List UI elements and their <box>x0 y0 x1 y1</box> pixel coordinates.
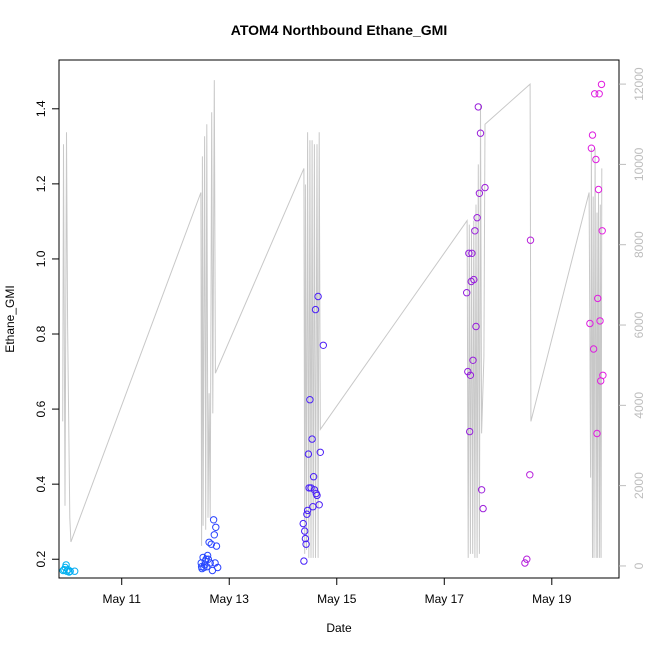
data-point <box>205 538 213 546</box>
y-tick-label: 0.8 <box>34 325 48 342</box>
data-point <box>523 555 531 563</box>
data-point <box>476 129 485 137</box>
x-tick-label: May 13 <box>210 592 250 606</box>
data-point <box>65 568 73 576</box>
data-point <box>594 185 603 194</box>
data-point <box>319 341 327 349</box>
data-point <box>303 506 312 515</box>
y-tick-label: 1.4 <box>34 100 48 117</box>
data-point <box>589 345 598 353</box>
data-point <box>597 80 606 89</box>
data-point <box>209 516 218 524</box>
data-point <box>210 531 219 539</box>
data-point <box>477 486 486 494</box>
data-point <box>66 567 74 575</box>
data-point <box>471 227 479 235</box>
data-point <box>299 519 307 528</box>
data-point <box>521 559 529 567</box>
data-point <box>468 249 476 258</box>
data-point <box>212 542 221 550</box>
x-tick-label: May 15 <box>317 592 357 606</box>
data-point <box>303 510 311 518</box>
data-point <box>302 540 310 548</box>
y-tick-label: 1.2 <box>34 175 48 192</box>
data-point <box>204 555 213 563</box>
data-point <box>463 289 471 297</box>
data-point <box>212 523 220 531</box>
y2-tick-label: 4000 <box>632 392 646 419</box>
points-layer <box>59 80 607 576</box>
y2-tick-label: 0 <box>632 562 646 569</box>
data-point <box>311 305 320 314</box>
data-point <box>214 563 222 572</box>
data-point <box>593 429 601 438</box>
data-point <box>309 473 318 481</box>
data-point <box>466 427 474 436</box>
y2-tick-label: 12000 <box>632 67 646 101</box>
data-point <box>203 551 212 560</box>
x-tick-label: May 11 <box>102 592 141 606</box>
data-point <box>599 371 607 379</box>
data-point <box>592 155 600 164</box>
data-point <box>300 557 308 565</box>
y2-tick-label: 10000 <box>632 147 646 181</box>
y2-tick-label: 6000 <box>632 311 646 338</box>
y-axis-left: 0.2 0.4 0.6 0.8 1.0 1.2 1.4 <box>34 100 59 568</box>
data-point <box>71 567 79 575</box>
data-point <box>591 90 599 98</box>
data-point <box>207 540 216 548</box>
data-point <box>470 275 478 284</box>
altitude-line <box>62 80 603 558</box>
data-point <box>198 564 206 573</box>
x-tick-label: May 19 <box>532 592 572 606</box>
y-tick-label: 0.4 <box>34 476 48 493</box>
data-point <box>464 367 472 376</box>
data-point <box>305 484 313 492</box>
x-axis: May 11 May 13 May 15 May 17 May 19 <box>102 578 572 606</box>
y-tick-label: 0.2 <box>34 551 48 568</box>
data-point <box>465 249 473 258</box>
data-point <box>301 534 310 543</box>
data-point <box>304 450 313 458</box>
data-point <box>479 504 487 513</box>
data-point <box>314 292 322 301</box>
data-point <box>473 214 481 222</box>
data-point <box>474 103 482 111</box>
altitude-layer <box>62 80 603 558</box>
data-point <box>469 356 477 364</box>
plot-frame <box>58 59 620 579</box>
data-point <box>586 319 594 328</box>
data-point <box>306 396 314 404</box>
data-point <box>595 90 603 98</box>
x-tick-label: May 17 <box>425 592 465 606</box>
data-point <box>475 189 484 198</box>
data-point <box>202 555 210 563</box>
data-point <box>315 501 323 509</box>
data-point <box>466 371 475 379</box>
data-point <box>481 183 489 192</box>
data-point <box>206 559 214 567</box>
data-point <box>301 527 309 535</box>
data-point <box>598 227 606 235</box>
y2-tick-label: 2000 <box>632 472 646 499</box>
y-axis-right: 0 2000 4000 6000 8000 10000 12000 <box>619 67 646 569</box>
data-point <box>472 322 480 331</box>
data-point <box>526 471 534 479</box>
y-tick-label: 1.0 <box>34 250 48 267</box>
data-point <box>596 317 604 325</box>
y-axis-label: Ethane_GMI <box>3 285 17 352</box>
data-point <box>526 236 535 244</box>
data-point <box>308 435 316 443</box>
data-point <box>313 491 321 500</box>
data-point <box>588 131 597 139</box>
y-tick-label: 0.6 <box>34 400 48 417</box>
chart-title: ATOM4 Northbound Ethane_GMI <box>231 22 447 38</box>
x-axis-label: Date <box>326 621 352 635</box>
data-point <box>594 294 602 303</box>
data-point <box>316 448 324 456</box>
data-point <box>587 144 596 152</box>
y2-tick-label: 8000 <box>632 231 646 258</box>
